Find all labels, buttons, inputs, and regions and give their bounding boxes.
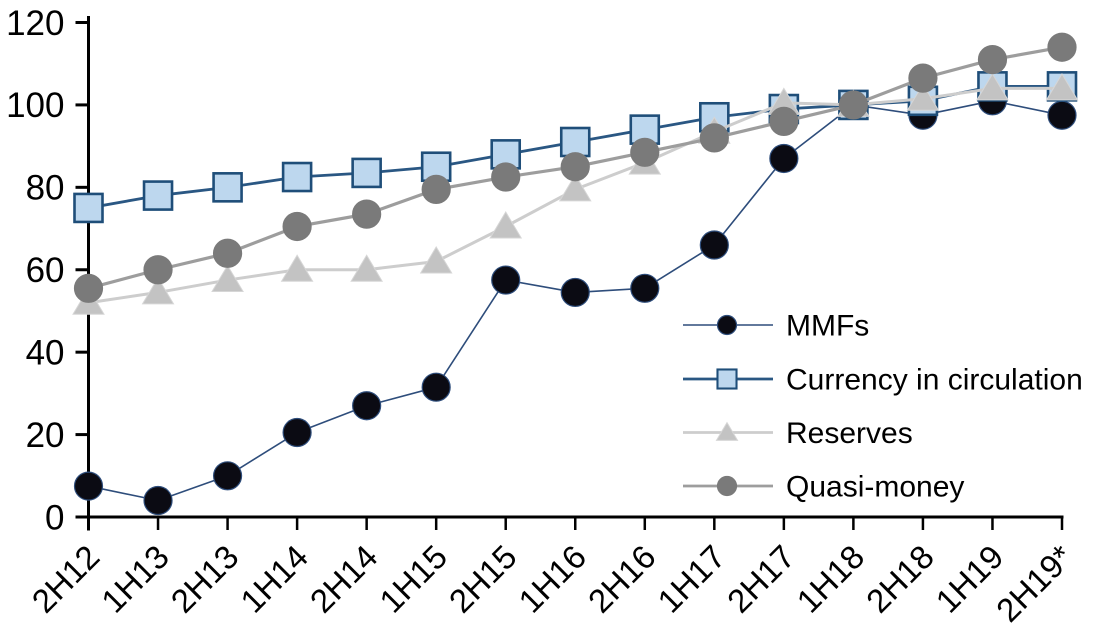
series-currency-in-circulation-marker-square (142, 180, 174, 211)
legend-currency-in-circulation-marker-icon (716, 368, 738, 390)
series-quasi-money-marker-circle (908, 63, 938, 93)
series-reserves-marker-triangle (350, 254, 384, 282)
series-mmfs-marker-circle (212, 461, 243, 491)
legend-item-reserves: Reserves (683, 417, 913, 450)
y-axis-tick-label: 60 (26, 251, 65, 290)
series-currency-in-circulation-marker-square (559, 126, 591, 158)
series-currency-in-circulation-marker-square (351, 157, 382, 189)
series-mmfs-marker-circle (769, 143, 799, 174)
series-reserves (72, 72, 1079, 315)
series-currency-in-circulation-marker-square (73, 192, 104, 224)
series-reserves-marker-triangle (211, 264, 244, 293)
series-currency-in-circulation-marker-square (629, 114, 661, 145)
y-axis-tick-label: 0 (45, 498, 64, 537)
series-mmfs-marker-circle (352, 391, 382, 421)
series-currency-in-circulation-marker-square (281, 161, 313, 193)
y-axis-tick-label: 120 (6, 4, 64, 43)
series-mmfs-marker-circle (282, 417, 312, 448)
series-mmfs-marker-circle (143, 485, 173, 516)
y-axis-tick-label: 100 (6, 86, 64, 125)
series-reserves-marker-triangle (141, 276, 175, 305)
legend-mmfs-marker-icon (716, 314, 738, 336)
series-quasi-money-marker-circle (1047, 32, 1077, 62)
series-mmfs-marker-circle (73, 471, 104, 501)
legend-label-currency-in-circulation: Currency in circulation (786, 364, 1083, 397)
series-quasi-money-marker-circle (977, 44, 1008, 75)
series-quasi-money-marker-circle (352, 199, 382, 229)
legend-item-mmfs: MMFs (683, 310, 869, 343)
series-mmfs-marker-circle (630, 273, 660, 303)
y-axis-tick-label: 40 (26, 333, 65, 372)
series-quasi-money-marker-circle (838, 90, 868, 120)
series-currency-in-circulation-marker-square (212, 172, 243, 203)
series-reserves-marker-triangle (1045, 72, 1079, 101)
series-mmfs-marker-circle (699, 230, 729, 260)
legend-label-reserves: Reserves (786, 417, 913, 450)
series-reserves-marker-triangle (558, 173, 592, 202)
legend-label-quasi-money: Quasi-money (786, 471, 964, 504)
legend-item-quasi-money: Quasi-money (683, 471, 964, 504)
series-mmfs-marker-circle (491, 265, 521, 295)
series-mmfs-marker-circle (421, 372, 451, 402)
series-reserves-marker-triangle (489, 211, 523, 239)
y-axis-tick-label: 80 (26, 169, 65, 208)
series-quasi-money-marker-circle (699, 123, 729, 153)
series-currency-in-circulation (73, 71, 1078, 224)
y-axis-tick-label: 20 (26, 416, 65, 455)
series-quasi-money-marker-circle (769, 106, 799, 137)
series-reserves-marker-triangle (976, 72, 1009, 101)
legend-label-mmfs: MMFs (786, 310, 869, 343)
series-mmfs-marker-circle (1047, 100, 1077, 130)
series-quasi-money-marker-circle (73, 273, 104, 303)
series-quasi-money-marker-circle (491, 162, 521, 192)
series-quasi-money-marker-circle (560, 152, 590, 182)
series-reserves-marker-triangle (419, 246, 453, 274)
series-quasi-money-marker-circle (143, 255, 173, 285)
series-reserves-marker-triangle (906, 83, 940, 111)
series-quasi-money-marker-circle (421, 174, 451, 204)
series-mmfs-marker-circle (560, 277, 590, 308)
series-quasi-money-marker-circle (630, 137, 660, 167)
series-quasi-money (73, 32, 1077, 303)
series-reserves-marker-triangle (280, 254, 314, 282)
legend-reserves-marker-icon (715, 421, 739, 441)
series-quasi-money-marker-circle (212, 238, 243, 268)
legend: MMFs Currency in circulation Reserves Quasi… (683, 310, 1083, 504)
legend-quasi-money-marker-icon (716, 475, 738, 497)
legend-item-currency-in-circulation: Currency in circulation (683, 364, 1083, 397)
series-quasi-money-marker-circle (282, 211, 312, 242)
